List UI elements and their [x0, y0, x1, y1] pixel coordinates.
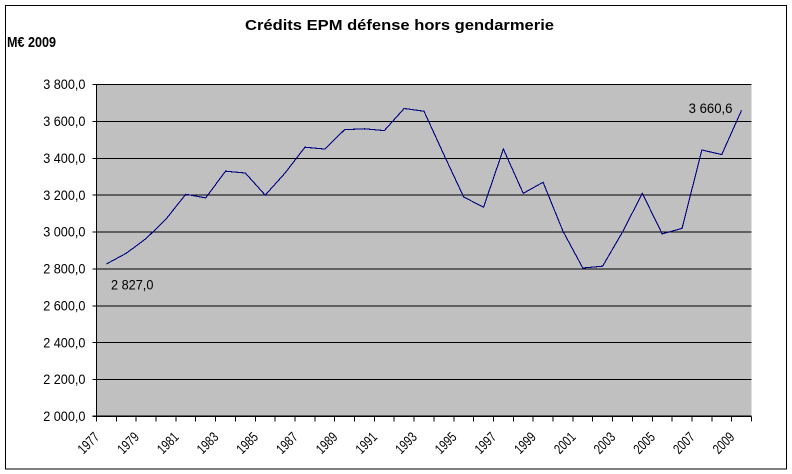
svg-text:3 800,0: 3 800,0 [43, 76, 85, 92]
svg-text:2 600,0: 2 600,0 [43, 297, 85, 313]
svg-text:3 200,0: 3 200,0 [43, 187, 85, 203]
svg-text:2 800,0: 2 800,0 [43, 261, 85, 277]
svg-text:Crédits EPM défense hors genda: Crédits EPM défense hors gendarmerie [245, 18, 554, 34]
svg-text:2 827,0: 2 827,0 [111, 276, 154, 292]
svg-text:3 400,0: 3 400,0 [43, 150, 85, 166]
svg-text:2 400,0: 2 400,0 [43, 334, 85, 350]
svg-text:M€ 2009: M€ 2009 [7, 34, 56, 51]
svg-text:3 000,0: 3 000,0 [43, 224, 85, 240]
svg-text:3 660,6: 3 660,6 [689, 100, 733, 116]
svg-text:3 600,0: 3 600,0 [43, 113, 85, 129]
svg-text:2 000,0: 2 000,0 [43, 408, 85, 424]
svg-text:2 200,0: 2 200,0 [43, 371, 85, 387]
